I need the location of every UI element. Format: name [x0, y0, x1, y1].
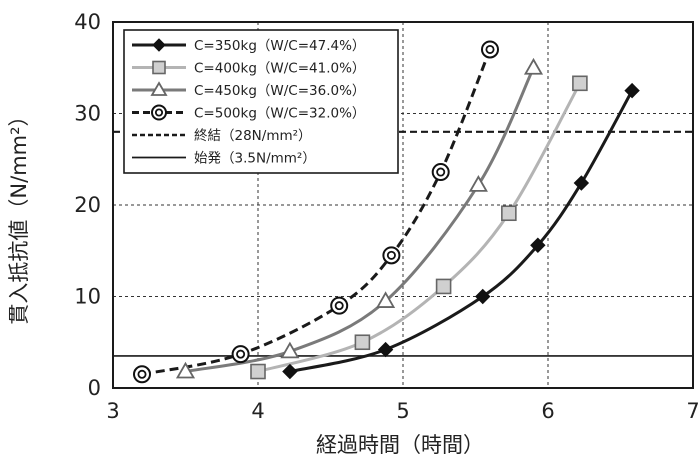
data-point-square: [355, 335, 369, 349]
y-tick-label: 10: [74, 285, 101, 309]
y-tick-label: 20: [74, 193, 101, 217]
marker-inner-ring: [336, 302, 343, 309]
marker-inner-ring: [156, 109, 162, 115]
x-axis-title: 経過時間（時間）: [316, 433, 484, 457]
data-point-square: [573, 76, 587, 90]
data-point-diamond: [574, 176, 588, 190]
data-point-double-circle: [433, 164, 449, 180]
data-point-double-circle: [331, 298, 347, 314]
legend-label: C=400kg（W/C=41.0%）: [194, 61, 365, 77]
data-point-double-circle: [383, 247, 399, 263]
y-tick-label: 40: [74, 10, 101, 34]
x-tick-label: 3: [106, 399, 119, 423]
data-point-square: [153, 62, 165, 74]
data-point-double-circle: [233, 346, 249, 362]
marker-inner-ring: [388, 252, 395, 259]
data-point-square: [251, 365, 265, 379]
data-point-triangle: [526, 60, 542, 74]
marker-inner-ring: [486, 46, 493, 53]
data-point-triangle: [470, 177, 486, 191]
x-tick-label: 7: [686, 399, 699, 423]
data-point-square: [437, 279, 451, 293]
legend-label: 終結（28N/mm²）: [194, 128, 312, 144]
data-point-diamond: [625, 84, 639, 98]
y-tick-label: 30: [74, 102, 101, 126]
data-point-diamond: [379, 343, 393, 357]
x-tick-label: 4: [251, 399, 264, 423]
marker-inner-ring: [437, 168, 444, 175]
legend-label: C=350kg（W/C=47.4%）: [194, 38, 365, 54]
y-axis-title: 貫入抵抗値（N/mm²）: [7, 105, 31, 324]
legend-label: 始発（3.5N/mm²）: [194, 151, 316, 167]
marker-inner-ring: [237, 351, 244, 358]
data-point-double-circle: [482, 41, 498, 57]
legend-label: C=450kg（W/C=36.0%）: [194, 83, 365, 99]
x-tick-label: 5: [396, 399, 409, 423]
data-point-double-circle: [152, 106, 166, 120]
y-tick-label: 0: [88, 376, 101, 400]
legend-label: C=500kg（W/C=32.0%）: [194, 106, 365, 122]
data-point-double-circle: [134, 366, 150, 382]
data-point-square: [502, 206, 516, 220]
legend: C=350kg（W/C=47.4%） C=400kg（W/C=41.0%） C=45…: [124, 30, 398, 173]
x-tick-label: 6: [541, 399, 554, 423]
marker-inner-ring: [138, 371, 145, 378]
